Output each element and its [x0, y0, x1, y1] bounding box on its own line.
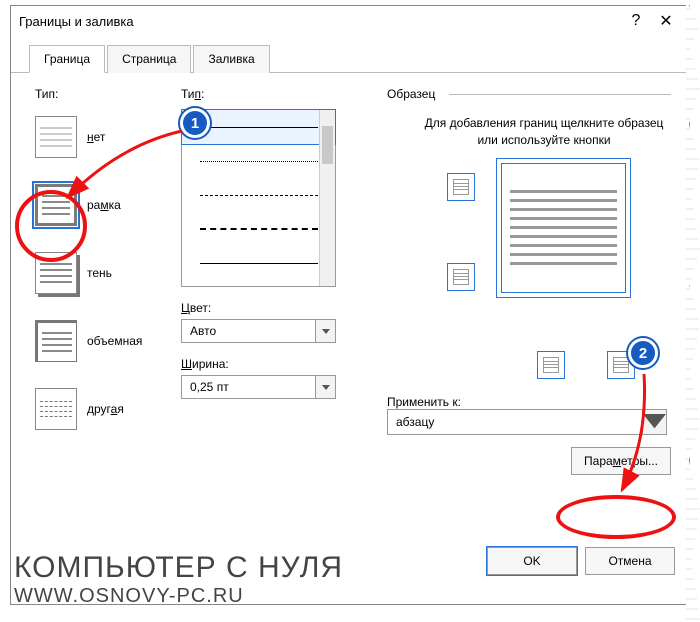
dialog-body: Тип: нет рамка тень: [11, 73, 689, 583]
type-shadow-icon: [35, 252, 77, 294]
apply-label: Применить к:: [387, 395, 671, 409]
window-title: Границы и заливка: [19, 14, 621, 29]
chevron-down-icon: [315, 376, 335, 398]
style-dashed[interactable]: [182, 178, 335, 212]
type-frame-label: рамка: [87, 198, 121, 212]
style-label: Тип:: [181, 87, 351, 101]
edge-top-button[interactable]: [447, 173, 475, 201]
dialog-buttons: OK Отмена: [487, 547, 675, 575]
type-custom[interactable]: другая: [35, 381, 170, 437]
ok-button[interactable]: OK: [487, 547, 577, 575]
titlebar: Границы и заливка ? ✕: [11, 6, 689, 36]
type-frame[interactable]: рамка: [35, 177, 170, 233]
edge-bottom-button[interactable]: [447, 263, 475, 291]
type-shadow-label: тень: [87, 266, 112, 280]
type-custom-icon: [35, 388, 77, 430]
apply-combo[interactable]: абзацу: [387, 409, 667, 435]
chevron-down-icon: [315, 320, 335, 342]
style-dotted[interactable]: [182, 144, 335, 178]
preview-hint: Для добавления границ щелкните образец и…: [417, 115, 671, 149]
color-combo[interactable]: Авто: [181, 319, 336, 343]
type-volume-icon: [35, 320, 77, 362]
color-label: Цвет:: [181, 301, 351, 315]
apply-value: абзацу: [388, 415, 642, 429]
preview-area: [417, 163, 671, 323]
width-value: 0,25 пт: [182, 380, 315, 394]
type-custom-label: другая: [87, 402, 124, 416]
chevron-down-icon: [642, 410, 666, 434]
style-long-dash[interactable]: [182, 212, 335, 246]
tab-strip: Граница Страница Заливка: [11, 44, 689, 73]
help-button[interactable]: ?: [621, 12, 651, 30]
apply-row: Применить к: абзацу Параметры...: [387, 395, 671, 435]
type-volume[interactable]: объемная: [35, 313, 170, 369]
color-value: Авто: [182, 324, 315, 338]
line-style-list[interactable]: [181, 109, 336, 287]
type-volume-label: объемная: [87, 334, 142, 348]
cancel-button[interactable]: Отмена: [585, 547, 675, 575]
type-label: Тип:: [35, 87, 170, 101]
style-scrollbar[interactable]: [319, 110, 335, 286]
type-column: Тип: нет рамка тень: [35, 87, 170, 449]
edge-right-button[interactable]: [607, 351, 635, 379]
style-thin[interactable]: [182, 246, 335, 280]
type-none-icon: [35, 116, 77, 158]
tab-border[interactable]: Граница: [29, 45, 105, 73]
edge-left-button[interactable]: [537, 351, 565, 379]
type-none[interactable]: нет: [35, 109, 170, 165]
params-button[interactable]: Параметры...: [571, 447, 671, 475]
close-button[interactable]: ✕: [651, 11, 681, 31]
tab-page[interactable]: Страница: [107, 45, 191, 73]
type-shadow[interactable]: тень: [35, 245, 170, 301]
preview-label: Образец: [387, 87, 671, 101]
type-none-label: нет: [87, 130, 105, 144]
preview-column: Образец Для добавления границ щелкните о…: [387, 87, 671, 475]
style-solid[interactable]: [182, 110, 335, 144]
torn-edge-decoration: [686, 0, 700, 622]
tab-fill[interactable]: Заливка: [193, 45, 269, 73]
width-combo[interactable]: 0,25 пт: [181, 375, 336, 399]
type-frame-icon: [35, 184, 77, 226]
style-column: Тип: Цвет: Авто Ширина: 0,25 пт: [181, 87, 351, 399]
width-label: Ширина:: [181, 357, 351, 371]
preview-box[interactable]: [501, 163, 626, 293]
borders-shading-dialog: Границы и заливка ? ✕ Граница Страница З…: [10, 5, 690, 605]
